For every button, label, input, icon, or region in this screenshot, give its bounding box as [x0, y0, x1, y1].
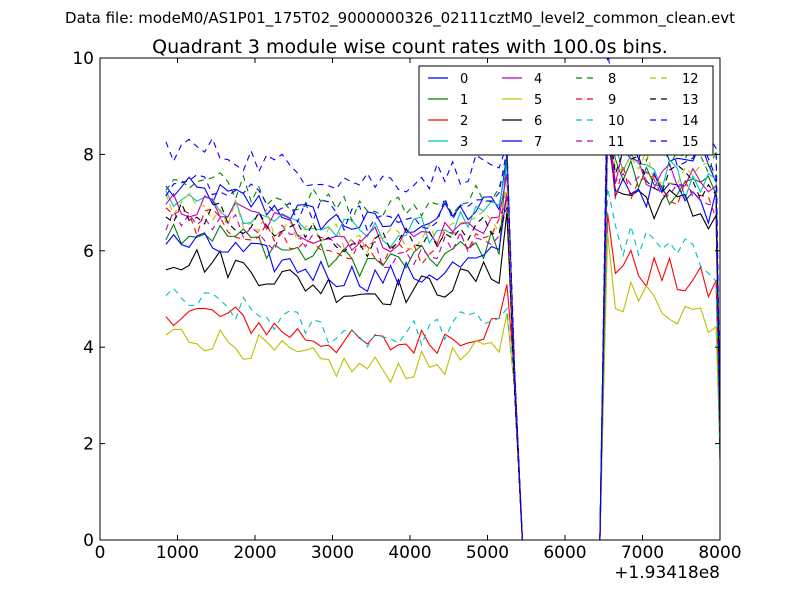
legend-label-7: 7 — [534, 135, 542, 150]
series-line-5 — [165, 233, 720, 540]
chart-title: Quadrant 3 module wise count rates with … — [152, 36, 668, 58]
series-line-14 — [165, 58, 720, 540]
legend-label-9: 9 — [608, 93, 616, 108]
series-line-2 — [165, 213, 720, 540]
y-tick-label: 6 — [83, 242, 94, 262]
x-tick-label: 7000 — [621, 543, 664, 563]
x-tick-label: 8000 — [698, 543, 741, 563]
series-line-15 — [165, 90, 720, 540]
x-tick-label: 0 — [95, 543, 106, 563]
x-tick-label: 6000 — [543, 543, 586, 563]
series-line-13 — [165, 114, 720, 540]
series-line-3 — [165, 104, 720, 540]
x-tick-label: 4000 — [388, 543, 431, 563]
y-tick-label: 2 — [83, 435, 94, 455]
series-line-7 — [165, 122, 720, 540]
series-line-9 — [165, 117, 720, 540]
series-layer — [165, 58, 720, 540]
legend-label-11: 11 — [608, 135, 625, 150]
legend-label-12: 12 — [682, 72, 699, 87]
series-line-11 — [165, 129, 720, 540]
x-tick-label: 1000 — [156, 543, 199, 563]
legend-label-6: 6 — [534, 114, 542, 129]
series-line-10 — [165, 187, 720, 540]
y-tick-label: 10 — [72, 49, 94, 69]
series-line-12 — [165, 108, 720, 540]
legend-frame — [418, 65, 714, 156]
y-tick-label: 0 — [83, 531, 94, 551]
legend-label-4: 4 — [534, 72, 542, 87]
data-file-label: Data file: modeM0/AS1P01_175T02_90000003… — [65, 9, 735, 27]
legend-label-14: 14 — [682, 114, 699, 129]
x-tick-label: 3000 — [311, 543, 354, 563]
legend-label-8: 8 — [608, 72, 616, 87]
legend-label-10: 10 — [608, 114, 625, 129]
legend-label-15: 15 — [682, 135, 699, 150]
legend-label-1: 1 — [460, 93, 468, 108]
x-offset-label: +1.93418e8 — [614, 563, 720, 583]
legend-label-0: 0 — [460, 72, 468, 87]
y-tick-label: 4 — [83, 338, 94, 358]
x-tick-label: 5000 — [466, 543, 509, 563]
legend-label-3: 3 — [460, 135, 468, 150]
legend-label-5: 5 — [534, 93, 542, 108]
x-tick-label: 2000 — [233, 543, 276, 563]
y-tick-label: 8 — [83, 145, 94, 165]
legend-label-2: 2 — [460, 114, 468, 129]
series-line-6 — [165, 133, 720, 540]
legend-label-13: 13 — [682, 93, 699, 108]
